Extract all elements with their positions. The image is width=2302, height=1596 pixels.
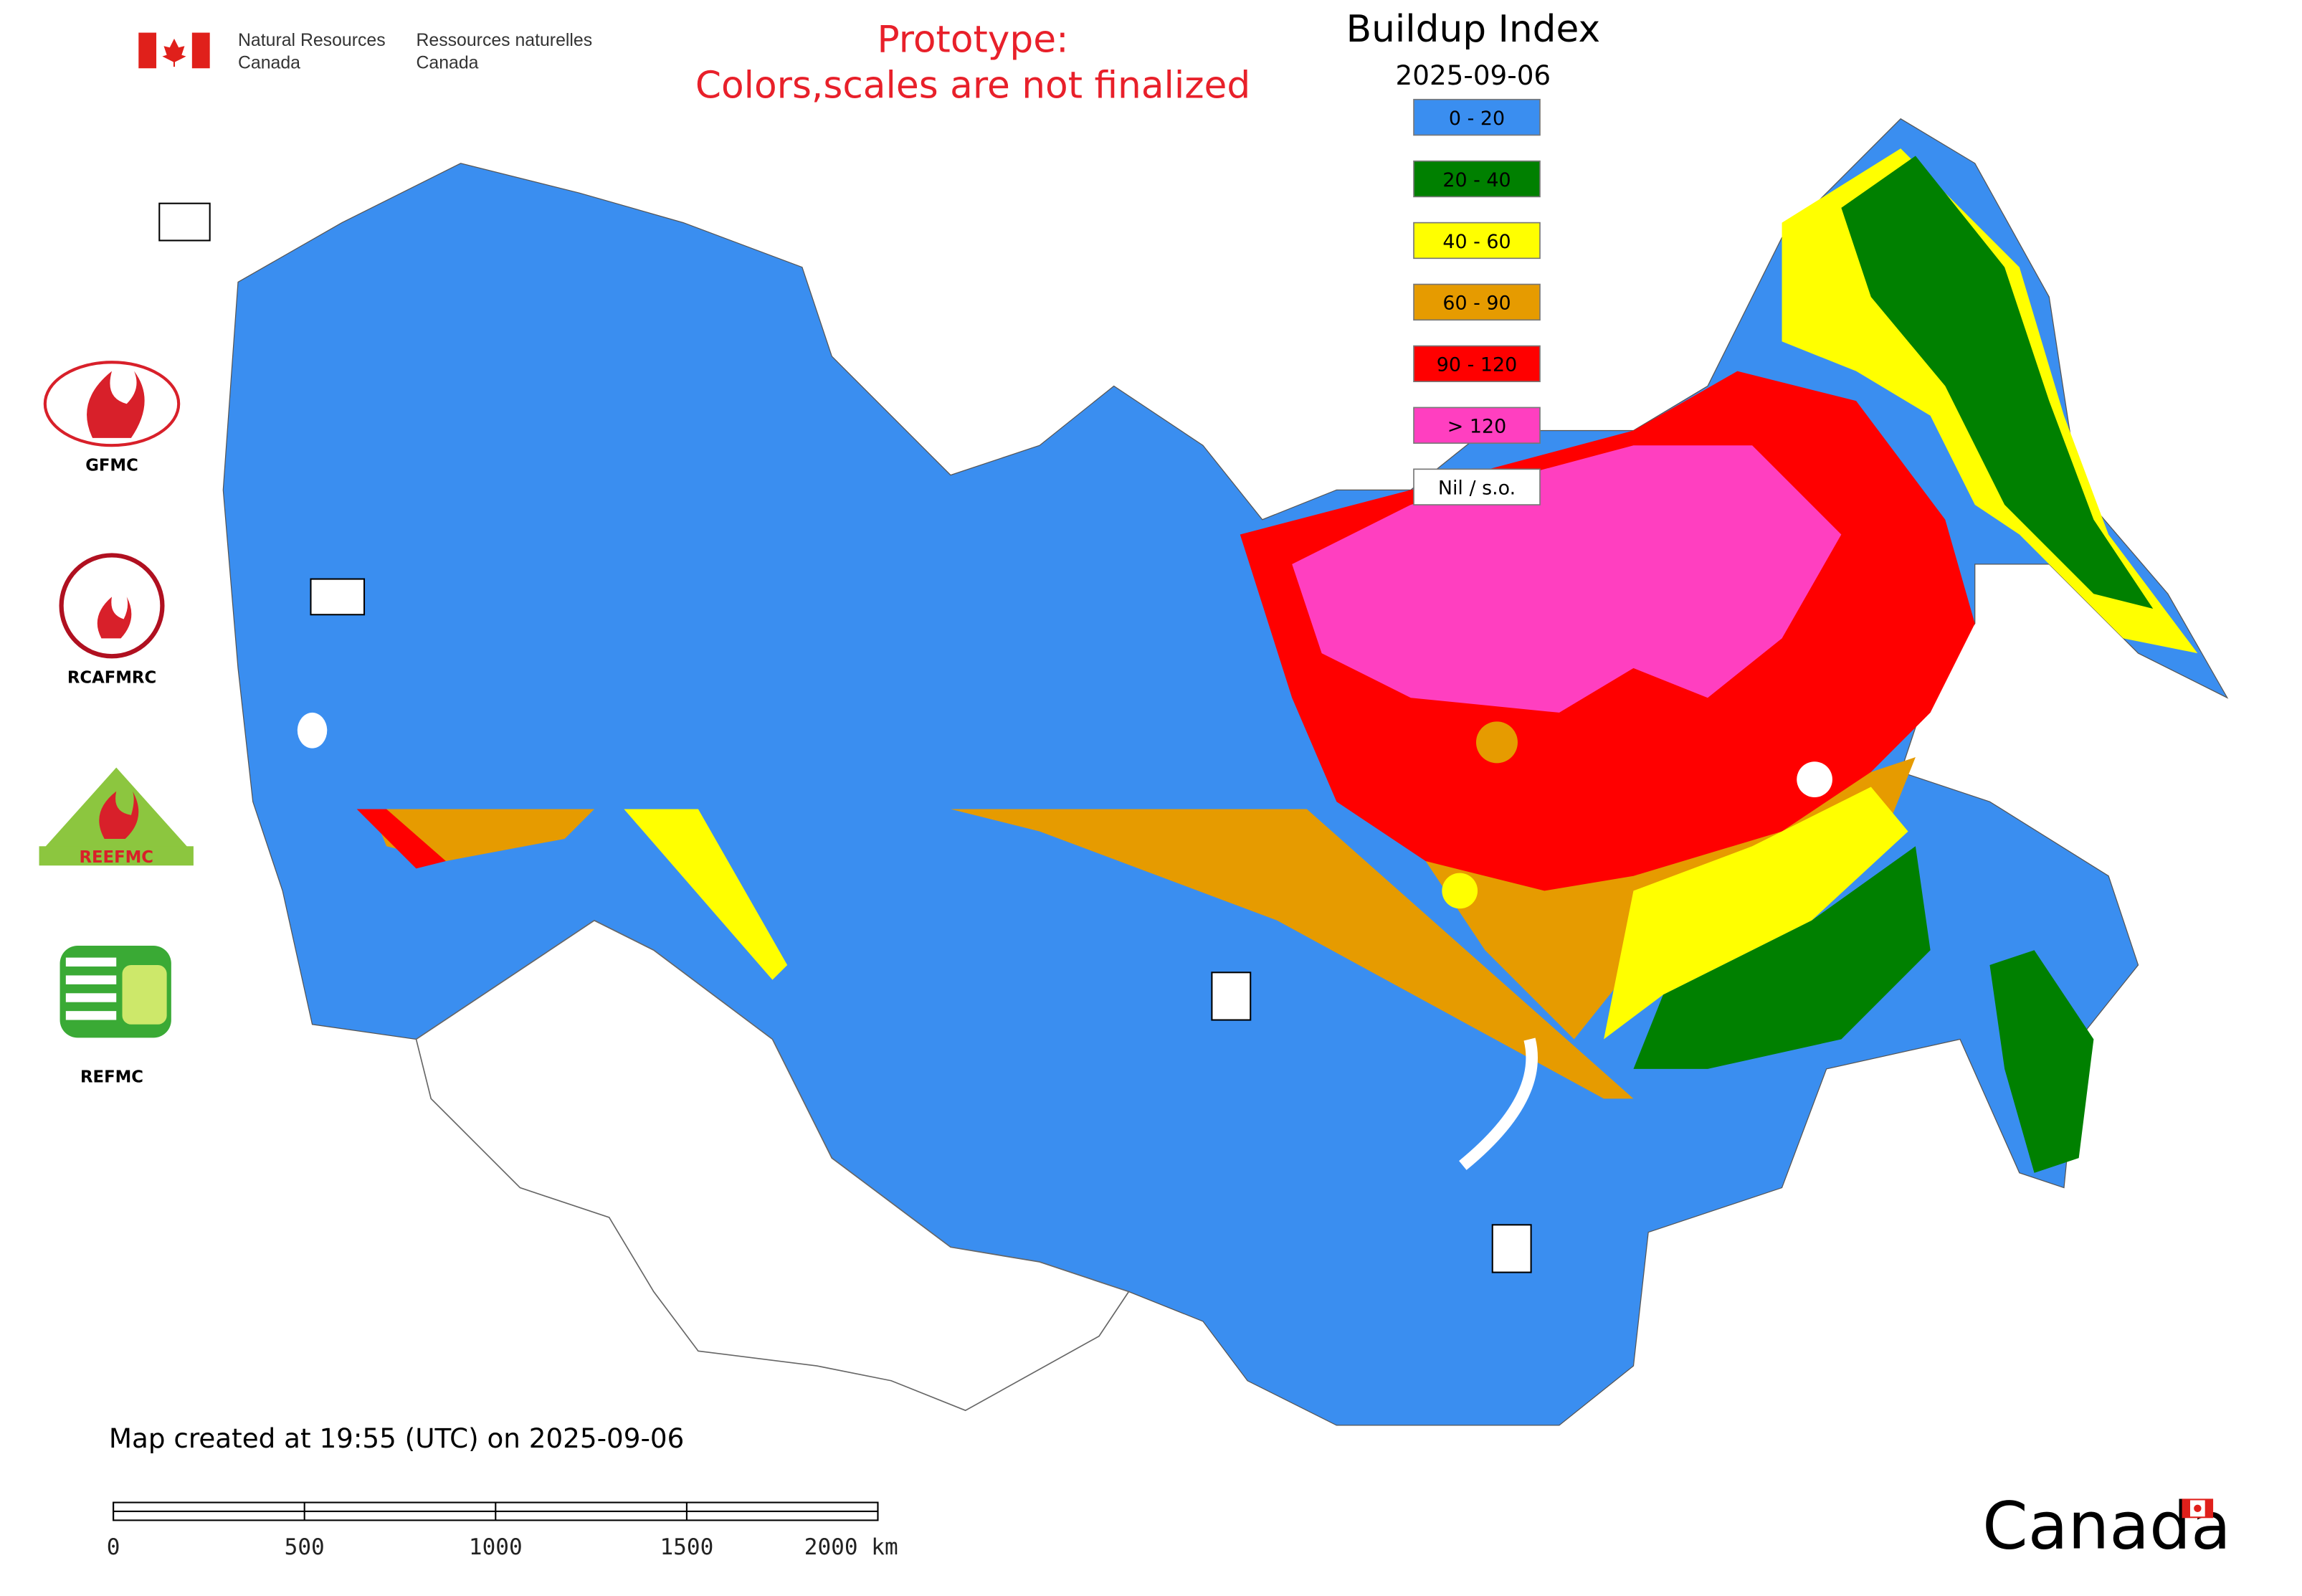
legend-swatch (1413, 345, 1541, 382)
map (222, 118, 2229, 1426)
map-marker-logo (1211, 972, 1252, 1021)
scale-label: 500 (285, 1534, 325, 1560)
legend-label: Nil / s.o. (1438, 478, 1516, 500)
scale-label: 0 (107, 1534, 120, 1560)
scale-label: 1000 (469, 1534, 523, 1560)
region-green (1989, 950, 2094, 1173)
map-marker-logo (310, 578, 366, 616)
legend-date: 2025-09-06 (1396, 60, 1551, 91)
legend-swatch (1413, 407, 1541, 444)
logo-reefmc: REEFMC (39, 767, 194, 867)
logo-label: REEFMC (79, 848, 153, 867)
region-magenta (1292, 445, 1842, 713)
legend-swatch (1413, 222, 1541, 260)
scale-label: 2000 km (804, 1534, 898, 1560)
department-en: Natural Resources (238, 31, 386, 50)
legend-label: 90 - 120 (1437, 354, 1517, 376)
hotspot (1442, 873, 1478, 909)
lake (1797, 761, 1832, 797)
region-red (356, 809, 446, 869)
logo-gfmc: GFMC (43, 361, 181, 475)
region-orange (950, 809, 1634, 1099)
logo-refmc: REFMC (60, 946, 171, 1087)
legend-label: > 120 (1447, 416, 1506, 438)
lake (297, 712, 328, 749)
scale-label: 1500 (660, 1534, 713, 1560)
map-marker-logo (158, 202, 211, 242)
legend-label: 0 - 20 (1449, 108, 1505, 130)
logo-rcafmrc: RCAFMRC (59, 553, 165, 688)
logo-label: REFMC (80, 1068, 143, 1087)
notice: Prototype: (877, 18, 1068, 61)
region-yellow (1604, 787, 1908, 1040)
region-green (1633, 846, 1931, 1069)
region-yellow (624, 809, 788, 980)
legend-title: Buildup Index (1346, 8, 1600, 51)
region-green (1841, 156, 2154, 609)
legend-swatch (1413, 98, 1541, 136)
department-en: Canada (238, 53, 300, 72)
legend-swatch (1413, 468, 1541, 505)
timestamp: Map created at 19:55 (UTC) on 2025-09-06 (109, 1422, 684, 1454)
department-fr: Ressources naturelles (417, 31, 593, 50)
lake-baikal (1459, 1037, 1538, 1170)
legend-label: 40 - 60 (1442, 231, 1511, 253)
legend-swatch (1413, 160, 1541, 198)
legend-label: 20 - 40 (1442, 169, 1511, 191)
map-marker-logo (1491, 1224, 1532, 1273)
region-nil (415, 919, 1130, 1412)
hotspot (1475, 721, 1518, 764)
logo-label: GFMC (85, 456, 138, 475)
legend: 0 - 20 20 - 40 40 - 60 60 - 90 90 - 120 > 120… (1413, 98, 1541, 505)
logo-label: RCAFMRC (67, 669, 156, 688)
canada-wordmark: Canada (1982, 1488, 2231, 1564)
department-fr: Canada (417, 53, 479, 72)
notice: Colors,scales are not finalized (695, 65, 1250, 108)
legend-swatch (1413, 283, 1541, 321)
legend-label: 60 - 90 (1442, 293, 1511, 315)
canada-flag (138, 32, 210, 69)
scale-bar: 0 500 1000 1500 2000 km (107, 1501, 898, 1560)
